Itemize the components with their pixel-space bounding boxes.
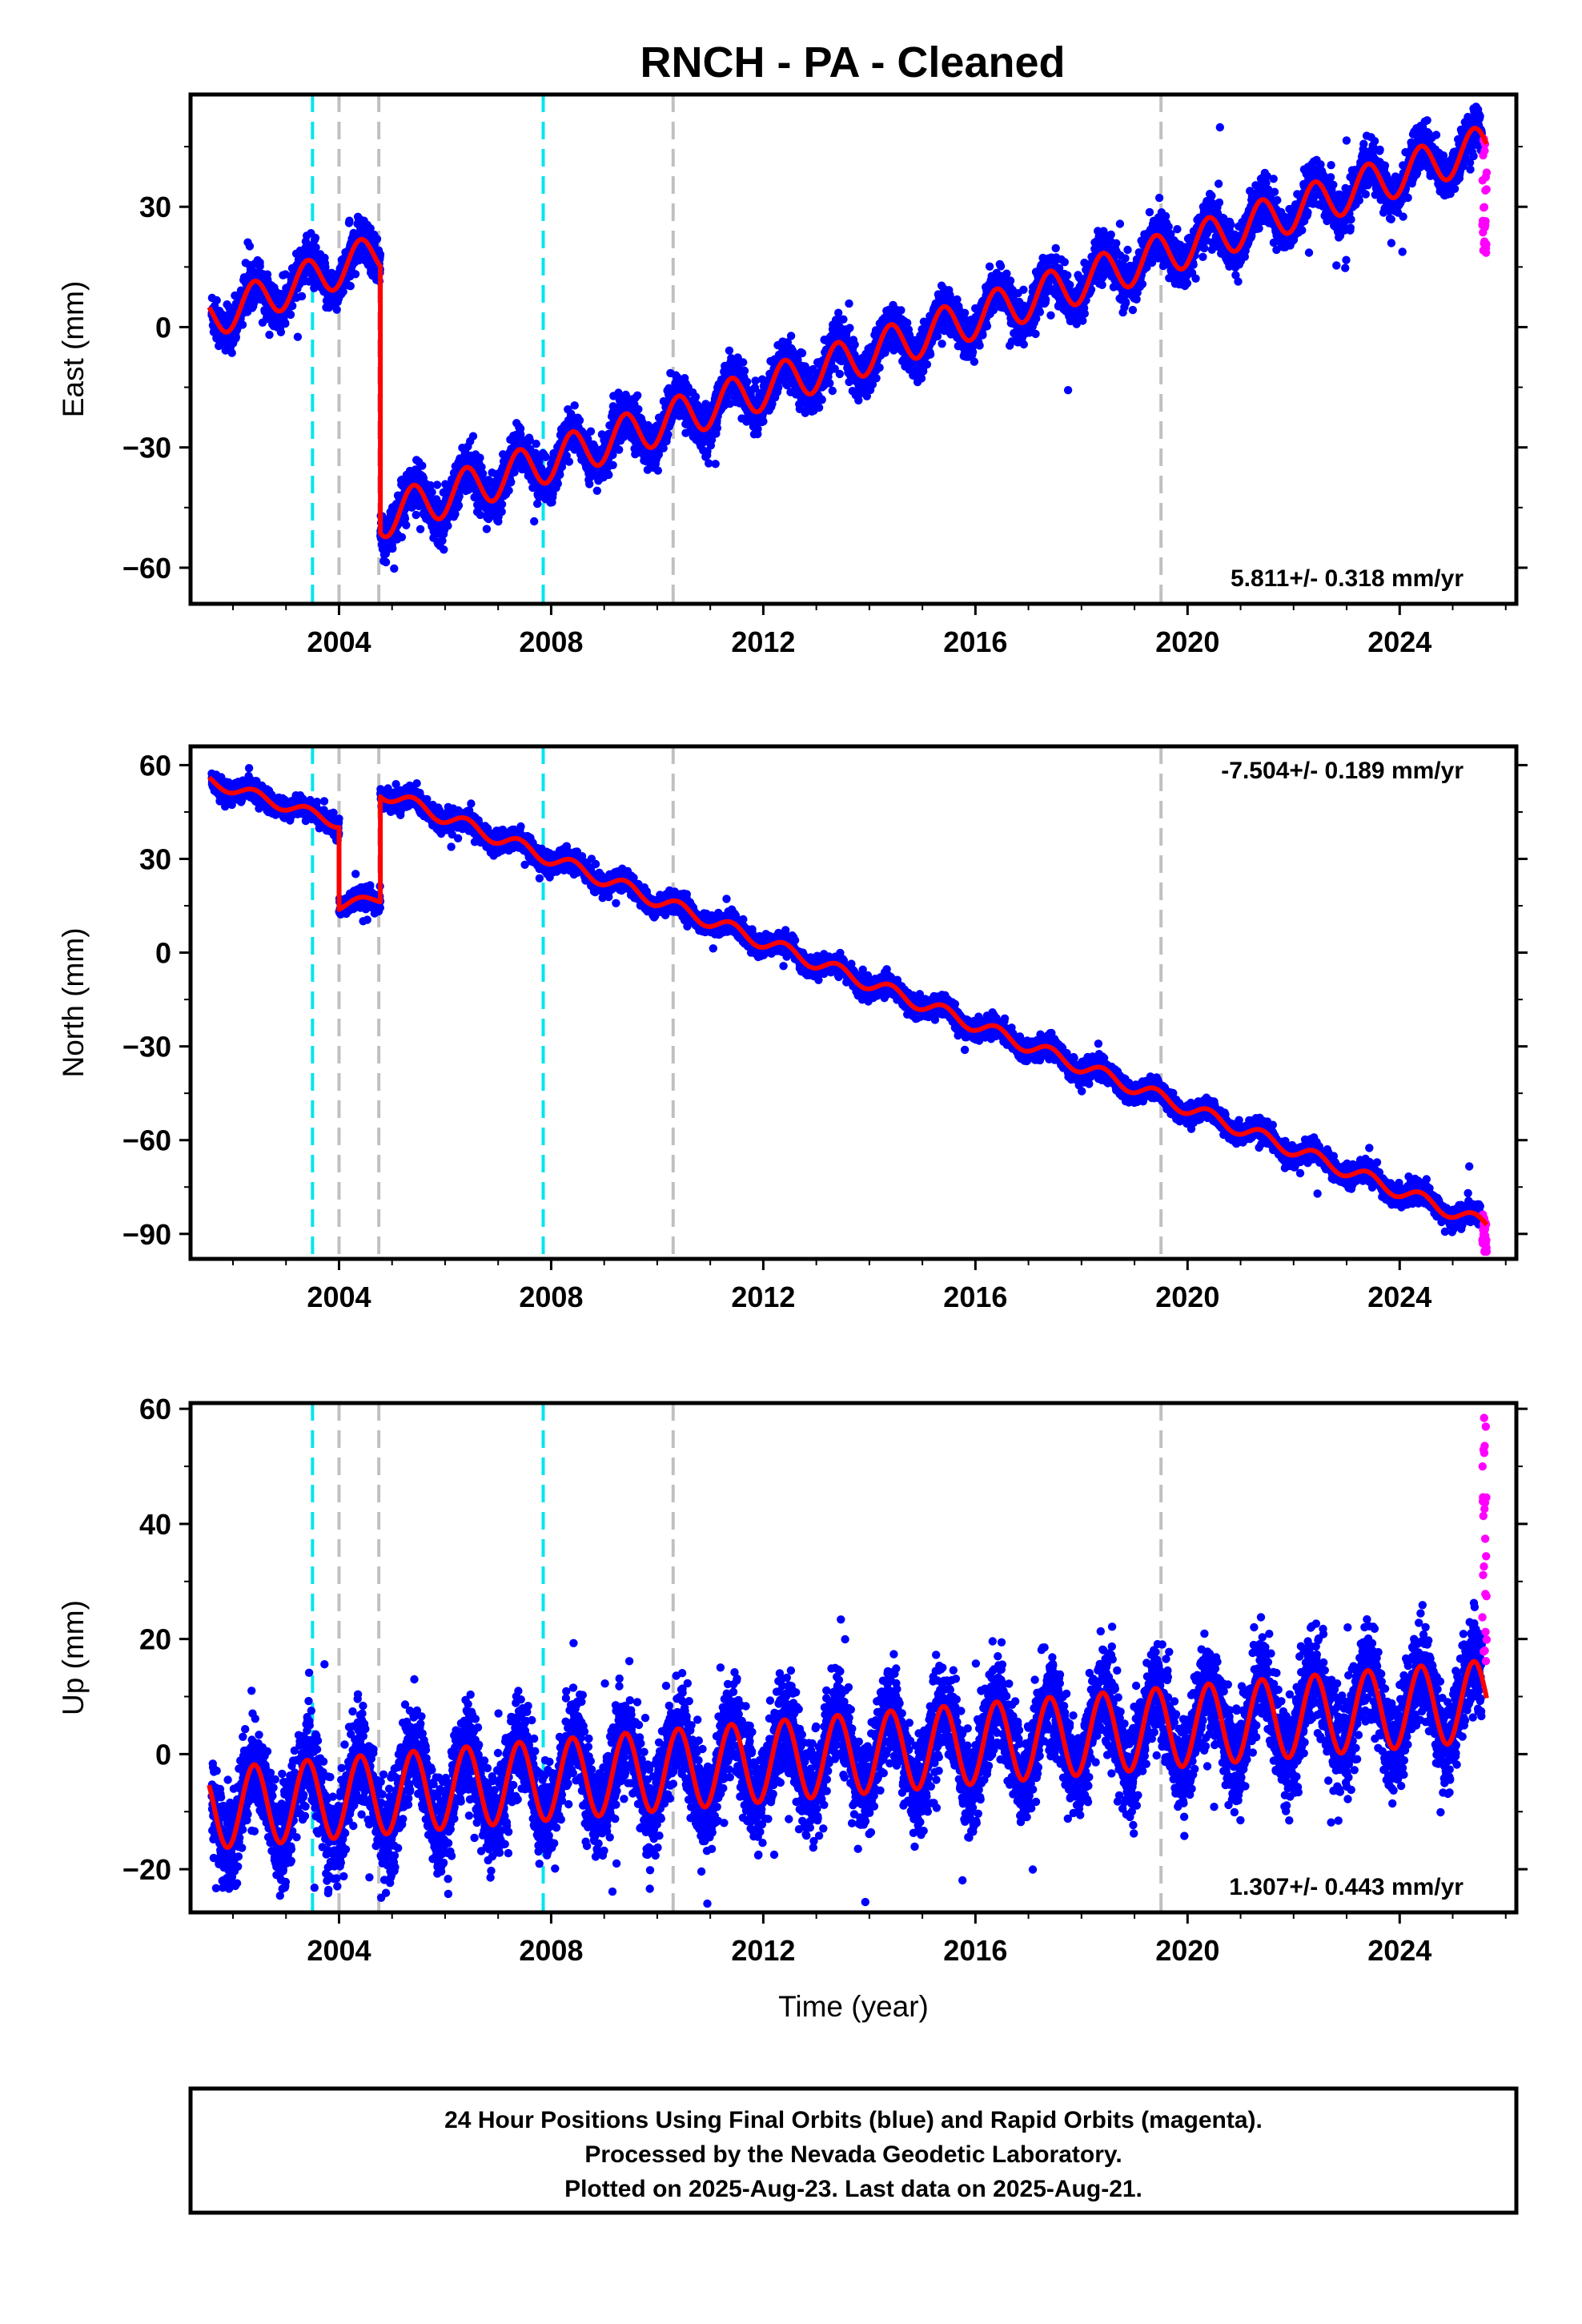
east-final-point [839, 315, 848, 324]
east-final-point [276, 328, 286, 336]
east-final-point [825, 379, 834, 388]
east-final-point [428, 488, 436, 497]
east-final-point [753, 424, 762, 433]
east-final-point [773, 383, 783, 392]
east-final-point [468, 432, 478, 440]
east-final-point [372, 235, 382, 243]
east-final-point [402, 521, 411, 529]
east-final-point [381, 557, 391, 567]
east-final-point [713, 424, 722, 432]
east-final-point [504, 486, 513, 495]
east-final-point [604, 470, 613, 480]
east-final-point [817, 396, 826, 404]
east-final-point [608, 460, 617, 469]
east-final-point [742, 377, 752, 386]
east-final-orbit-points [207, 103, 1487, 573]
east-final-point [432, 480, 442, 489]
east-final-point [691, 392, 701, 401]
east-final-point [556, 470, 564, 479]
east-final-point [835, 369, 845, 379]
east-final-point [530, 517, 539, 526]
east-final-point [532, 440, 540, 448]
east-final-point [653, 466, 662, 475]
east-final-point [497, 500, 507, 509]
east-final-point [227, 348, 236, 357]
east-final-point [416, 525, 425, 533]
east-final-point [397, 533, 407, 541]
east-final-point [297, 292, 307, 301]
east-final-point [311, 233, 320, 243]
east-final-point [231, 333, 240, 342]
east-final-point [828, 386, 837, 396]
east-final-point [440, 545, 448, 554]
east-final-point [245, 242, 255, 251]
east-final-point [917, 374, 926, 383]
east-final-point [897, 306, 905, 315]
east-final-point [740, 366, 749, 376]
east-final-point [388, 544, 397, 553]
east-final-point [922, 360, 932, 369]
east-final-point [725, 346, 734, 355]
east-final-point [482, 525, 492, 533]
figure-title: RNCH - PA - Cleaned [640, 38, 1065, 86]
east-final-point [634, 404, 643, 414]
east-plot-area [207, 94, 1492, 604]
east-final-point [281, 319, 290, 328]
east-final-point [797, 348, 807, 358]
east-final-point [875, 363, 884, 372]
east-final-point [575, 416, 584, 425]
east-final-point [478, 469, 488, 478]
east-final-point [586, 427, 596, 436]
east-final-point [553, 479, 562, 489]
east-final-point [332, 305, 341, 314]
east-final-point [564, 457, 574, 466]
east-final-point [633, 391, 642, 400]
east-final-point [238, 320, 247, 329]
east-final-point [845, 299, 853, 308]
east-final-point [293, 332, 303, 341]
east-final-point [476, 453, 484, 462]
east-final-point [286, 310, 295, 320]
east-final-point [212, 296, 221, 305]
east-final-point [418, 461, 427, 470]
east-final-point [615, 445, 624, 454]
east-final-point [739, 358, 748, 367]
east-final-point [346, 282, 355, 291]
east-final-point [265, 330, 274, 340]
east-final-point [592, 486, 601, 495]
east-final-point [570, 401, 579, 410]
east-final-point [351, 270, 360, 279]
east-final-point [288, 301, 297, 311]
east-final-point [926, 350, 935, 359]
east-final-point [872, 374, 881, 383]
east-final-point [507, 477, 516, 487]
east-final-point [412, 510, 420, 520]
east-final-point [850, 340, 859, 349]
east-final-point [786, 332, 796, 340]
east-final-point [845, 324, 854, 332]
east-final-point [814, 403, 824, 412]
east-final-point [390, 564, 399, 573]
east-final-point [711, 460, 720, 468]
east-final-point [345, 216, 354, 225]
east-final-point [497, 507, 506, 517]
east-final-point [444, 521, 452, 530]
east-final-point [664, 430, 673, 439]
east-final-point [759, 417, 768, 426]
east-final-point [255, 262, 264, 271]
east-final-point [454, 501, 464, 510]
east-final-point [541, 452, 550, 461]
